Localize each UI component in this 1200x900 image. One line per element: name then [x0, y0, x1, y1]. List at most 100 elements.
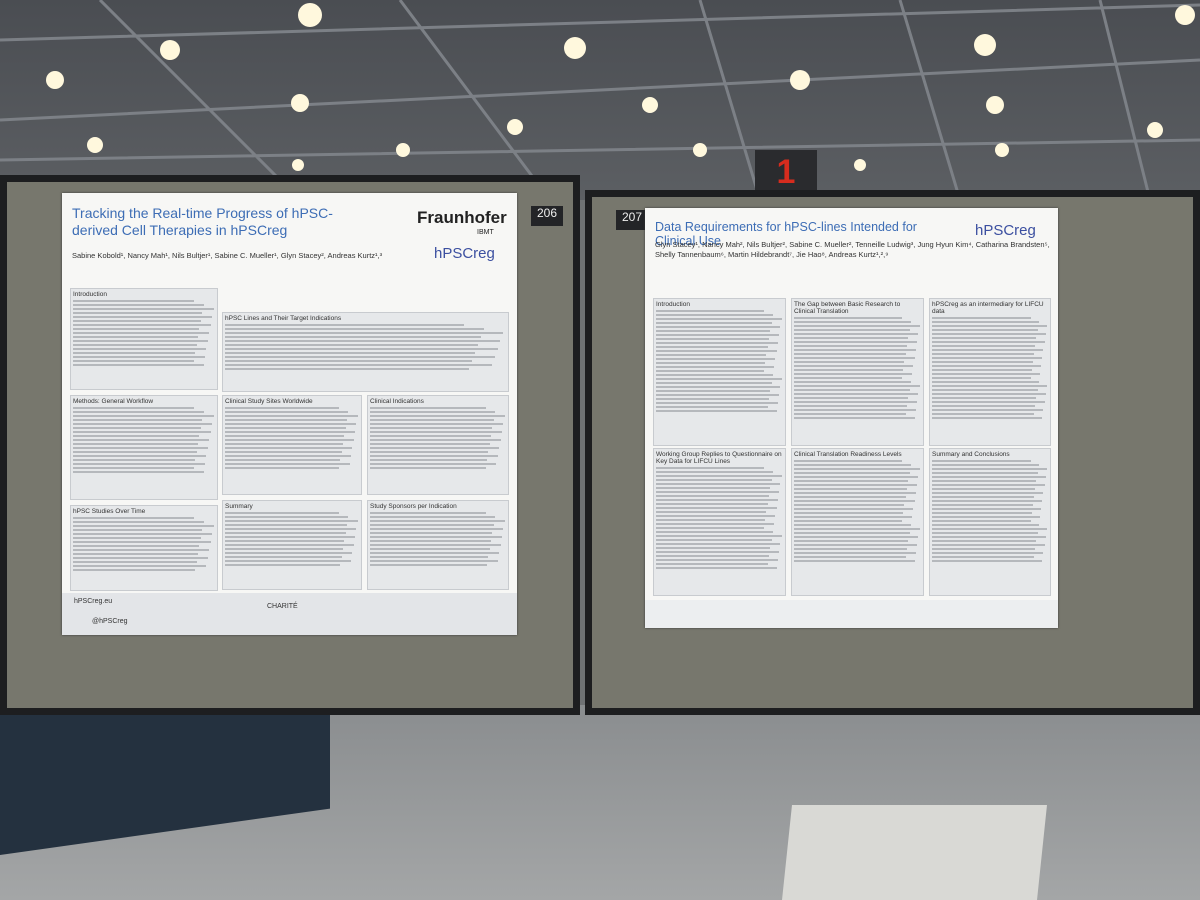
text-line [225, 548, 343, 550]
text-line [932, 512, 1032, 514]
text-line [370, 548, 490, 550]
text-line [932, 508, 1042, 510]
text-line [73, 348, 207, 350]
text-line [225, 528, 357, 530]
text-line [932, 381, 1039, 383]
text-line [932, 484, 1045, 486]
text-line [73, 561, 197, 563]
text-line [656, 398, 770, 400]
text-line [932, 393, 1046, 395]
text-line [370, 556, 489, 558]
text-line [656, 495, 770, 497]
text-line [656, 487, 771, 489]
text-line [794, 488, 908, 490]
text-line [932, 321, 1039, 323]
text-line [225, 419, 347, 421]
text-line [73, 316, 213, 318]
section-heading: Introduction [73, 291, 107, 298]
text-line [656, 354, 767, 356]
poster-number: 206 [531, 206, 563, 226]
text-line [794, 385, 920, 387]
text-line [370, 560, 498, 562]
text-line [73, 533, 213, 535]
text-line [794, 401, 918, 403]
logo: Fraunhofer [417, 208, 507, 227]
text-line [225, 560, 351, 562]
text-line [73, 356, 206, 358]
text-line [794, 321, 911, 323]
text-line [656, 499, 778, 501]
text-line [932, 369, 1032, 371]
text-line [73, 517, 194, 519]
poster: Data Requirements for hPSC-lines Intende… [645, 208, 1058, 628]
text-line [794, 536, 919, 538]
text-line [73, 463, 206, 465]
text-line [370, 443, 490, 445]
text-line [794, 353, 906, 355]
text-line [73, 328, 200, 330]
text-line [656, 539, 772, 541]
text-line [794, 496, 906, 498]
text-line [370, 415, 505, 417]
text-line [656, 366, 775, 368]
brand: hPSCreg [434, 245, 495, 262]
text-line [73, 308, 214, 310]
text-line [370, 512, 486, 514]
text-line [225, 512, 339, 514]
text-line [225, 447, 353, 449]
text-line [225, 532, 346, 534]
section-heading: Summary [225, 503, 253, 510]
text-line [932, 373, 1040, 375]
poster-section: Introduction [653, 298, 786, 446]
text-line [932, 548, 1036, 550]
poster-section: Study Sponsors per Indication [367, 500, 509, 590]
text-line [656, 390, 771, 392]
text-line [794, 508, 914, 510]
poster-section: Working Group Replies to Questionnaire o… [653, 448, 786, 596]
text-line [794, 464, 911, 466]
text-line [656, 350, 777, 352]
text-line [656, 394, 780, 396]
text-line [370, 455, 498, 457]
text-line [932, 409, 1044, 411]
text-line [932, 464, 1039, 466]
text-line [73, 443, 198, 445]
text-line [794, 480, 909, 482]
text-line [794, 409, 916, 411]
text-line [794, 381, 911, 383]
text-line [73, 427, 201, 429]
aisle-sign: 1 [755, 150, 817, 195]
text-line [370, 447, 500, 449]
text-line [656, 535, 782, 537]
text-line [794, 476, 919, 478]
text-line [794, 500, 915, 502]
text-line [932, 476, 1046, 478]
text-line [225, 352, 476, 354]
floor-mat [782, 805, 1047, 900]
text-line [73, 541, 211, 543]
text-line [73, 557, 208, 559]
text-line [794, 393, 919, 395]
text-line [656, 406, 768, 408]
ceiling-structure [0, 0, 1200, 202]
text-line [225, 407, 339, 409]
text-line [932, 520, 1031, 522]
text-line [932, 345, 1036, 347]
text-line [794, 405, 908, 407]
text-line [225, 423, 357, 425]
text-line [794, 329, 910, 331]
section-heading: Clinical Indications [370, 398, 424, 405]
text-line [225, 455, 351, 457]
text-line [932, 552, 1044, 554]
text-line [73, 467, 194, 469]
text-line [656, 386, 781, 388]
text-line [73, 521, 204, 523]
text-line [73, 439, 210, 441]
text-line [656, 523, 775, 525]
footer-bar [645, 600, 1058, 628]
text-line [656, 559, 778, 561]
text-line [370, 459, 487, 461]
footer-text: hPSCreg.eu [74, 598, 113, 605]
text-line [794, 413, 906, 415]
text-line [73, 364, 204, 366]
